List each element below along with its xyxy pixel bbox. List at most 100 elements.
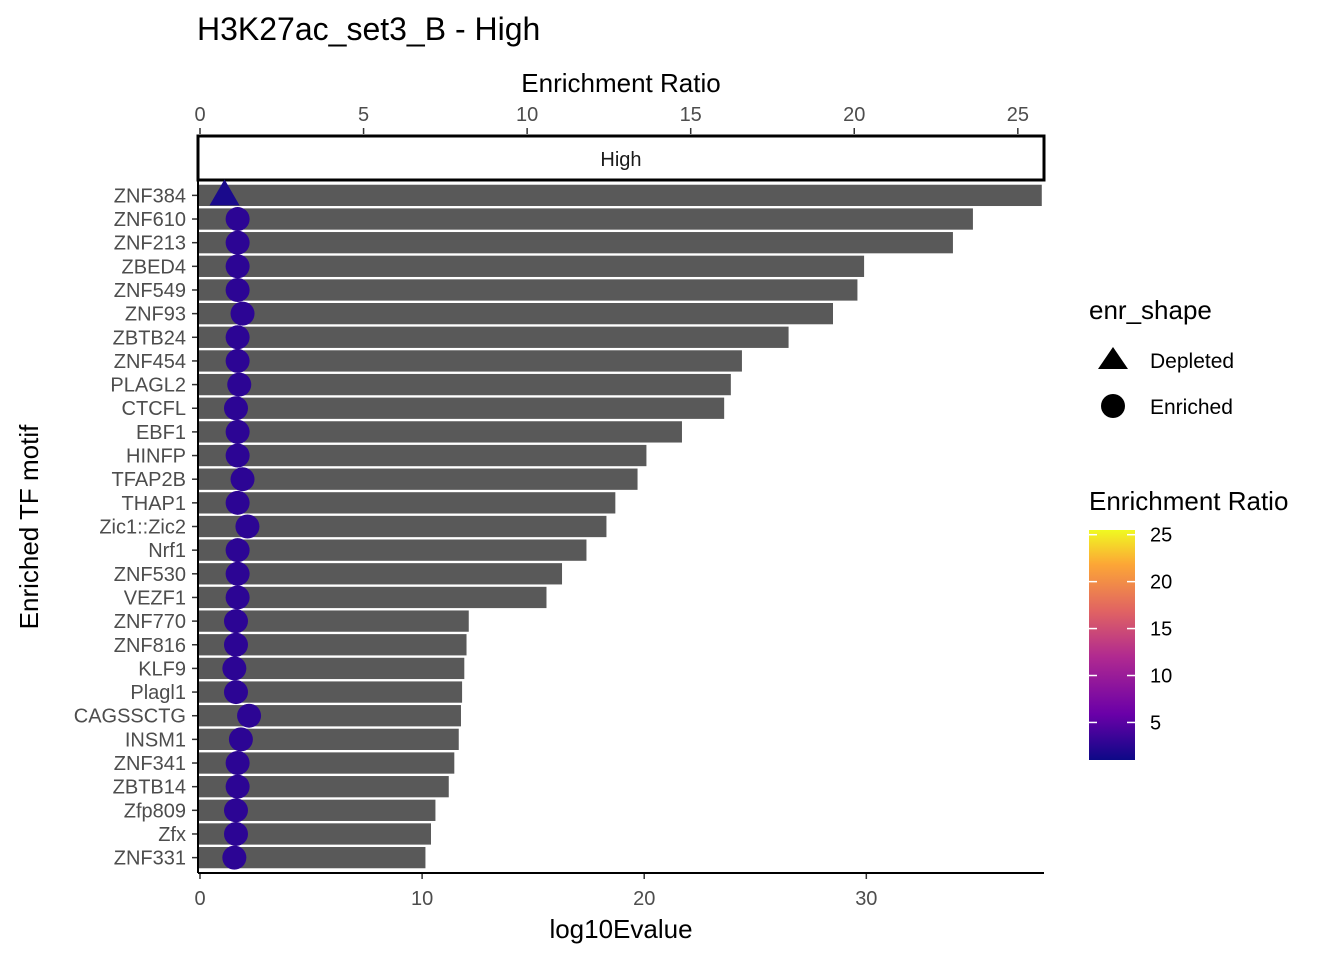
marker-enriched-TFAP2B: [230, 467, 255, 492]
marker-enriched-ZNF610: [225, 207, 250, 232]
y-tick-label: ZNF454: [114, 351, 186, 373]
facet-strip: [196, 134, 1046, 182]
bar-VEZF1: [198, 586, 547, 609]
marker-enriched-CAGSSCTG: [237, 703, 262, 728]
y-tick-label: ZNF93: [125, 304, 186, 326]
y-tick-label: ZBTB24: [113, 327, 186, 349]
bar-ZNF770: [198, 610, 469, 632]
color-tick-label: 20: [1150, 572, 1172, 594]
y-tick-label: ZNF610: [114, 209, 186, 231]
marker-enriched-ZBTB24: [225, 325, 250, 350]
color-legend-ticks: 25 20 15 10 5: [1089, 525, 1172, 734]
y-tick-label: INSM1: [125, 729, 186, 751]
bar-ZNF610: [198, 208, 973, 230]
x-tick-label: 20: [633, 888, 655, 910]
bar-ZBED4: [198, 255, 865, 277]
x-tick-label: 0: [194, 888, 205, 910]
marker-enriched-INSM1: [228, 727, 253, 752]
secondary-axis-title: Enrichment Ratio: [521, 68, 720, 98]
x-tick-label: 10: [411, 888, 433, 910]
y-tick-label: PLAGL2: [110, 375, 186, 397]
x-axis-title: log10Evalue: [549, 914, 692, 944]
bar-ZNF213: [198, 232, 953, 254]
marker-enriched-ZBED4: [225, 254, 250, 279]
bar-ZNF454: [198, 350, 742, 372]
marker-enriched-ZNF530: [225, 561, 250, 586]
shape-legend-title: enr_shape: [1089, 295, 1212, 325]
y-axis-title: Enriched TF motif: [14, 424, 44, 629]
bar-TFAP2B: [198, 468, 638, 490]
color-legend: Enrichment Ratio 25 20 15 10 5: [1089, 486, 1288, 760]
marker-enriched-ZNF454: [225, 348, 250, 373]
bar-ZNF384: [198, 184, 1042, 207]
y-tick-label: Zic1::Zic2: [99, 517, 186, 539]
bar-CTCFL: [198, 397, 725, 419]
marker-enriched-ZNF213: [225, 230, 250, 255]
top-tick-label: 5: [358, 104, 369, 126]
marker-enriched-Zfp809: [223, 798, 248, 823]
y-tick-label: ZNF213: [114, 233, 186, 255]
bar-Plagl1: [198, 681, 463, 703]
enriched-circle-icon: [1101, 394, 1125, 418]
top-axis: 0 5 10 15 20 25: [194, 104, 1029, 134]
bar-Zic1::Zic2: [198, 515, 607, 538]
y-tick-label: ZNF384: [114, 185, 186, 207]
shape-legend: enr_shape Depleted Enriched: [1089, 295, 1234, 419]
marker-enriched-PLAGL2: [227, 372, 252, 397]
y-tick-label: Zfp809: [124, 800, 186, 822]
y-tick-label: ZNF816: [114, 635, 186, 657]
marker-enriched-KLF9: [222, 656, 247, 681]
x-tick-label: 30: [855, 888, 877, 910]
marker-enriched-EBF1: [225, 419, 250, 444]
color-tick-label: 10: [1150, 666, 1172, 688]
color-tick-label: 5: [1150, 712, 1161, 734]
marker-enriched-Nrf1: [225, 538, 250, 563]
y-tick-label: ZNF341: [114, 753, 186, 775]
y-tick-label: KLF9: [138, 658, 186, 680]
bar-Nrf1: [198, 539, 587, 561]
top-tick-label: 15: [680, 104, 702, 126]
marker-enriched-ZNF549: [225, 277, 250, 302]
bar-INSM1: [198, 728, 459, 751]
y-tick-label: THAP1: [122, 493, 186, 515]
bar-ZBTB24: [198, 326, 789, 348]
y-tick-label: ZNF331: [114, 848, 186, 870]
y-tick-label: TFAP2B: [112, 469, 186, 491]
bar-EBF1: [198, 421, 682, 443]
y-axis: ZNF384ZNF610ZNF213ZBED4ZNF549ZNF93ZBTB24…: [74, 185, 198, 870]
bar-ZNF331: [198, 846, 426, 869]
y-tick-label: CAGSSCTG: [74, 706, 186, 728]
bar-ZNF530: [198, 563, 563, 585]
color-tick-label: 25: [1150, 525, 1172, 547]
marker-enriched-CTCFL: [223, 396, 248, 421]
bar-ZNF93: [198, 302, 833, 325]
chart-title: H3K27ac_set3_B - High: [197, 11, 540, 47]
top-tick-label: 0: [194, 104, 205, 126]
marker-enriched-VEZF1: [225, 585, 250, 610]
bar-ZBTB14: [198, 776, 449, 798]
bar-ZNF816: [198, 634, 467, 656]
y-tick-label: ZNF549: [114, 280, 186, 302]
depleted-triangle-icon: [1098, 347, 1128, 369]
y-tick-label: ZBTB14: [113, 777, 186, 799]
y-tick-label: CTCFL: [122, 398, 186, 420]
markers-layer: [209, 179, 262, 870]
marker-enriched-ZNF816: [223, 632, 248, 657]
bars-layer: [198, 184, 1042, 869]
marker-enriched-THAP1: [225, 490, 250, 515]
shape-legend-enriched: Enriched: [1150, 396, 1233, 419]
y-tick-label: ZNF770: [114, 611, 186, 633]
y-tick-label: ZNF530: [114, 564, 186, 586]
bar-CAGSSCTG: [198, 705, 461, 727]
marker-enriched-Zfx: [223, 821, 248, 846]
y-tick-label: Plagl1: [130, 682, 186, 704]
marker-enriched-ZNF93: [230, 301, 255, 326]
top-tick-label: 25: [1007, 104, 1029, 126]
marker-enriched-ZBTB14: [225, 774, 250, 799]
marker-enriched-ZNF341: [225, 751, 250, 776]
top-tick-label: 20: [843, 104, 865, 126]
y-tick-label: Nrf1: [148, 540, 186, 562]
marker-enriched-HINFP: [225, 443, 250, 468]
